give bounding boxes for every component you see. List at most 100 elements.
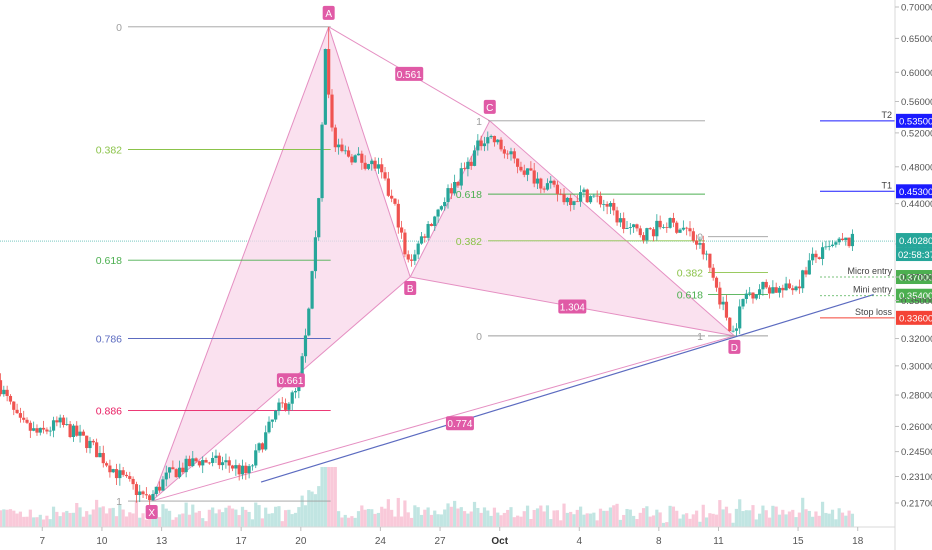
volume-bar xyxy=(184,502,188,527)
candle-body xyxy=(728,317,732,332)
candle-body xyxy=(588,196,593,203)
candle-body xyxy=(221,462,225,466)
volume-bar xyxy=(363,509,367,527)
current-price-badge xyxy=(896,233,932,248)
candle-body xyxy=(267,421,271,433)
volume-bar xyxy=(767,517,772,527)
volume-bar xyxy=(731,522,735,527)
volume-bar xyxy=(108,508,112,527)
fib-mid-level-label: 0 xyxy=(476,331,482,343)
volume-bar xyxy=(555,510,559,527)
candle-body xyxy=(154,486,158,494)
trendline-support[interactable] xyxy=(260,293,874,483)
candle-body xyxy=(486,137,490,144)
candle-body xyxy=(462,168,467,170)
candle-body xyxy=(204,460,208,463)
volume-bar xyxy=(277,506,281,527)
candle-body xyxy=(217,455,221,466)
candle-body xyxy=(632,224,636,228)
candle-body xyxy=(675,222,679,233)
volume-bar xyxy=(516,515,520,527)
candle-body xyxy=(738,306,742,329)
candle-body xyxy=(12,401,16,410)
candle-body xyxy=(15,409,19,414)
candle-body xyxy=(529,168,533,171)
volume-bar xyxy=(748,510,752,527)
date-tick-label: 4 xyxy=(576,536,582,547)
candle-body xyxy=(734,328,738,331)
trade-price-label: 0.37000 xyxy=(899,273,932,284)
volume-bar xyxy=(724,506,729,527)
candle-body xyxy=(711,267,715,278)
volume-bar xyxy=(327,467,331,527)
volume-bar xyxy=(648,516,652,527)
candle-body xyxy=(134,484,139,495)
trade-level-label: T1 xyxy=(881,180,892,190)
candle-body xyxy=(423,236,427,238)
candle-body xyxy=(824,246,828,248)
volume-bar xyxy=(658,512,662,527)
volume-bar xyxy=(71,512,76,527)
candle-body xyxy=(797,286,801,289)
candle-body xyxy=(108,465,112,473)
candle-body xyxy=(489,135,493,138)
volume-bar xyxy=(764,510,768,527)
volume-bar xyxy=(194,512,198,527)
price-tick-label: 0.60000 xyxy=(901,68,932,79)
candle-body xyxy=(794,286,798,291)
candle-body xyxy=(771,287,775,294)
candle-body xyxy=(111,469,115,473)
candle-body xyxy=(71,425,76,437)
candle-body xyxy=(114,469,119,479)
date-tick-label: 13 xyxy=(156,536,168,547)
volume-bar xyxy=(78,507,82,527)
candle-body xyxy=(131,478,135,485)
volume-bar xyxy=(661,522,666,527)
volume-bar xyxy=(595,520,599,527)
candle-body xyxy=(522,170,526,175)
date-tick-label: 18 xyxy=(852,536,864,547)
volume-bar xyxy=(337,511,341,527)
volume-bar xyxy=(569,511,573,527)
volume-bar xyxy=(701,504,705,527)
trendline[interactable] xyxy=(260,293,874,483)
date-tick-label: 10 xyxy=(96,536,108,547)
ratio-badge xyxy=(395,66,424,81)
candle-body xyxy=(439,206,443,210)
candle-body xyxy=(409,259,414,261)
candle-body xyxy=(572,201,576,206)
volume-bar xyxy=(254,502,258,527)
volume-bar xyxy=(718,500,722,527)
volume-bar xyxy=(711,513,715,527)
volume-bar xyxy=(635,519,639,527)
trade-level-label: Mini entry xyxy=(853,285,893,295)
volume-bar xyxy=(814,511,818,527)
candle-body xyxy=(5,389,9,396)
candle-body xyxy=(814,253,818,258)
date-tick-label: 7 xyxy=(39,536,45,547)
harmonic-pattern[interactable] xyxy=(151,26,735,502)
volume-bar xyxy=(250,519,255,527)
volume-bar xyxy=(668,505,672,527)
candle-body xyxy=(81,431,85,436)
price-tick-label: 0.52000 xyxy=(901,128,932,139)
volume-bar xyxy=(158,517,162,527)
volume-bar xyxy=(174,517,178,527)
candle-body xyxy=(340,144,344,152)
candle-body xyxy=(250,465,255,467)
volume-bar xyxy=(549,519,553,527)
fib-left-level-label: 0.382 xyxy=(96,144,122,156)
candle-body xyxy=(804,270,808,275)
volume-bar xyxy=(32,517,36,527)
price-tick-label: 0.21700 xyxy=(901,499,932,510)
volume-bar xyxy=(625,508,629,527)
candle-body xyxy=(214,455,218,458)
volume-bar xyxy=(446,503,450,527)
fib-left-level-label: 0.886 xyxy=(96,405,122,417)
candle-body xyxy=(400,227,404,233)
candle-body xyxy=(58,417,62,423)
volume-bar xyxy=(688,518,692,527)
volume-bar xyxy=(671,506,676,527)
candle-body xyxy=(194,458,198,462)
